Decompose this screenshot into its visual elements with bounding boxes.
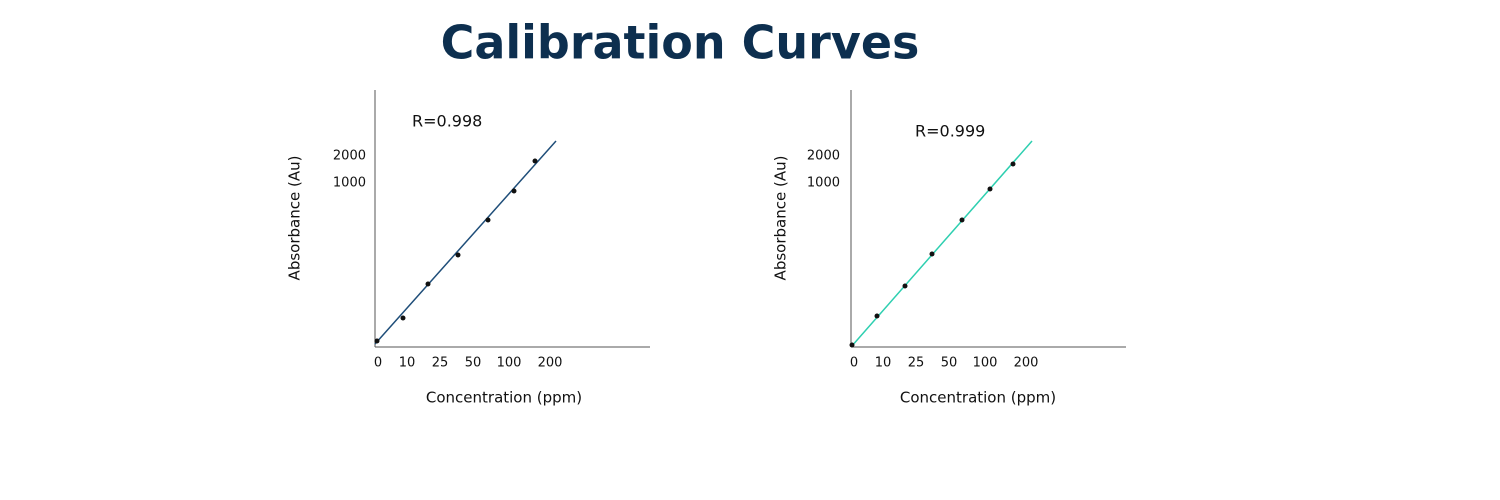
data-point bbox=[532, 158, 538, 164]
data-point bbox=[425, 281, 431, 287]
data-point bbox=[849, 342, 855, 348]
x-tick-labels: 0 10 25 50 100 200 bbox=[850, 356, 1039, 371]
data-point bbox=[874, 313, 880, 319]
x-tick-label: 200 bbox=[538, 356, 563, 371]
data-point bbox=[374, 338, 380, 344]
data-point bbox=[485, 217, 491, 223]
data-points bbox=[374, 158, 538, 344]
x-tick-label: 200 bbox=[1014, 356, 1039, 371]
x-tick-label: 10 bbox=[875, 356, 892, 371]
data-point bbox=[959, 217, 965, 223]
x-tick-label: 25 bbox=[432, 356, 449, 371]
x-axis-label: Concentration (ppm) bbox=[426, 389, 582, 407]
data-point bbox=[929, 251, 935, 257]
x-tick-label: 0 bbox=[374, 356, 382, 371]
x-tick-label: 100 bbox=[973, 356, 998, 371]
data-point bbox=[902, 283, 908, 289]
y-tick-label: 2000 bbox=[333, 149, 366, 164]
fit-line bbox=[850, 140, 1033, 348]
x-tick-label: 50 bbox=[941, 356, 958, 371]
annotation: R=0.999 bbox=[915, 122, 985, 141]
annotation: R=0.998 bbox=[412, 112, 482, 131]
x-tick-label: 25 bbox=[908, 356, 925, 371]
y-axis-label: Absorbance (Au) bbox=[772, 156, 790, 281]
y-axis-label: Absorbance (Au) bbox=[286, 156, 304, 281]
x-tick-labels: 0 10 25 50 100 200 bbox=[374, 356, 563, 371]
x-tick-label: 100 bbox=[497, 356, 522, 371]
y-tick-labels: 2000 1000 bbox=[333, 149, 366, 191]
data-point bbox=[455, 252, 461, 258]
x-tick-label: 10 bbox=[399, 356, 416, 371]
data-point bbox=[1010, 161, 1016, 167]
y-tick-labels: 2000 1000 bbox=[807, 149, 840, 191]
data-points bbox=[849, 161, 1016, 348]
title: Calibration Curves bbox=[441, 16, 920, 70]
fit-line bbox=[374, 140, 557, 345]
x-axis-label: Concentration (ppm) bbox=[900, 389, 1056, 407]
panel: R=0.999 Absorbance (Au) Concentration (p… bbox=[772, 90, 1126, 407]
y-tick-label: 1000 bbox=[807, 176, 840, 191]
data-point bbox=[987, 186, 993, 192]
x-tick-label: 50 bbox=[465, 356, 482, 371]
panel: R=0.998 Absorbance (Au) Concentration (p… bbox=[286, 90, 650, 407]
x-tick-label: 0 bbox=[850, 356, 858, 371]
data-point bbox=[400, 315, 406, 321]
y-tick-label: 1000 bbox=[333, 176, 366, 191]
data-point bbox=[511, 188, 517, 194]
y-tick-label: 2000 bbox=[807, 149, 840, 164]
